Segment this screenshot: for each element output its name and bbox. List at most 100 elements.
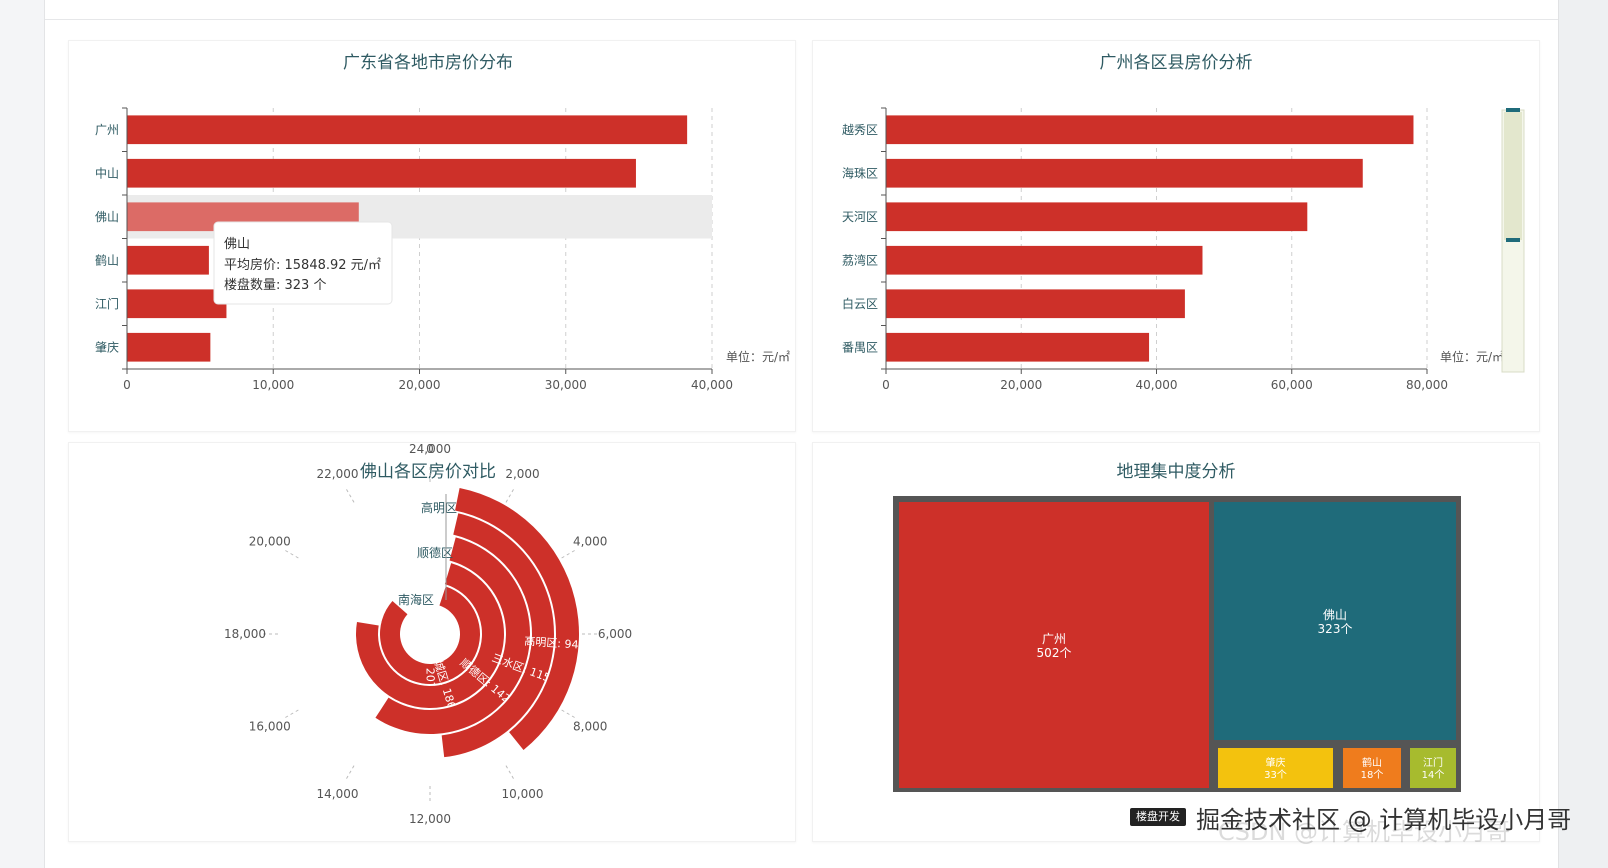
foshan-angle-label: 0 — [426, 442, 434, 456]
gd-x-tick-label: 30,000 — [545, 378, 587, 392]
foshan-angle-label: 14,000 — [317, 787, 359, 801]
gd-bar — [127, 289, 227, 319]
treemap-tile-name: 江门 — [1423, 756, 1443, 769]
foshan-angle-tick — [282, 548, 299, 559]
foshan-radial-label: 南海区 — [398, 592, 434, 607]
treemap-tile-count: 33个 — [1264, 769, 1287, 781]
treemap-tile-name: 肇庆 — [1266, 756, 1286, 769]
gz-datazoom-window — [1504, 112, 1522, 240]
gd-x-tick-label: 10,000 — [252, 378, 294, 392]
gd-category-label: 佛山 — [95, 210, 119, 224]
gz-bar — [886, 202, 1308, 232]
gz-x-tick-label: 0 — [882, 378, 890, 392]
gz-bar — [886, 289, 1185, 319]
gd-category-label: 江门 — [95, 296, 119, 311]
gd-tooltip-line: 平均房价: 15848.92 元/㎡ — [224, 257, 381, 273]
top-divider — [45, 19, 1558, 20]
gd-category-label: 鹤山 — [95, 252, 119, 267]
gz-bar — [886, 245, 1203, 275]
gd-bar — [127, 245, 209, 275]
foshan-polar-bar — [441, 513, 554, 758]
gz-x-tick-label: 40,000 — [1136, 378, 1178, 392]
gd-tooltip-line: 楼盘数量: 323 个 — [224, 277, 326, 293]
gz-bar — [886, 158, 1363, 188]
gd-title: 广东省各地市房价分布 — [343, 53, 513, 73]
foshan-angle-label: 12,000 — [409, 812, 451, 826]
foshan-angle-label: 20,000 — [249, 535, 291, 549]
gd-category-label: 肇庆 — [95, 339, 119, 354]
foshan-angle-tick — [282, 709, 299, 720]
foshan-angle-label: 24,000 — [409, 442, 451, 456]
foshan-angle-tick — [561, 548, 578, 559]
panel-foshan — [68, 442, 796, 842]
treemap-tile — [1218, 748, 1333, 788]
treemap-tile — [1410, 748, 1456, 788]
foshan-angle-tick — [344, 486, 355, 503]
gd-bar — [127, 158, 636, 188]
panel-guangzhou — [812, 40, 1540, 432]
gz-datazoom-handle-bottom — [1506, 238, 1520, 242]
foshan-angle-label: 6,000 — [598, 627, 632, 641]
watermark: 掘金技术社区 @ 计算机毕设小月哥 — [1196, 806, 1572, 834]
gd-bar — [127, 115, 688, 145]
treemap-tile-name: 佛山 — [1323, 608, 1347, 622]
foshan-angle-label: 4,000 — [573, 535, 607, 549]
gd-tooltip-box — [213, 221, 393, 305]
foshan-polar-bar — [356, 563, 505, 709]
treemap-tile-count: 14个 — [1422, 769, 1445, 781]
foshan-polar-bar — [455, 487, 579, 750]
gz-category-label: 番禺区 — [842, 340, 878, 354]
gz-unit-label: 单位：元/㎡ — [1440, 349, 1504, 364]
left-sidebar-strip — [0, 0, 45, 868]
gd-x-tick-label: 0 — [123, 378, 131, 392]
watermark-shadow: CSDN @计算机毕设小月哥 — [1218, 818, 1511, 846]
gz-bar — [886, 332, 1150, 362]
gz-x-tick-label: 60,000 — [1271, 378, 1313, 392]
gz-datazoom-handle-top — [1506, 108, 1520, 112]
gz-category-label: 天河区 — [842, 210, 878, 224]
foshan-radial-label: 顺德区 — [417, 545, 453, 560]
gz-x-tick-label: 80,000 — [1406, 378, 1448, 392]
treemap-tile-count: 18个 — [1361, 769, 1384, 781]
treemap-tile — [1214, 502, 1456, 740]
treemap-tile — [899, 502, 1209, 788]
gz-category-label: 荔湾区 — [842, 252, 878, 267]
foshan-polar-bar — [380, 586, 481, 684]
gd-unit-label: 单位：元/㎡ — [726, 349, 790, 364]
foshan-angle-label: 18,000 — [224, 627, 266, 641]
treemap-tile-count: 323个 — [1318, 622, 1353, 636]
gd-bar — [127, 332, 211, 362]
foshan-angle-label: 22,000 — [317, 467, 359, 481]
gz-chart: 广州各区县房价分析 0 20,000 40,000 60,000 80,000 越秀区海珠区… — [842, 53, 1504, 392]
gz-title: 广州各区县房价分析 — [1100, 53, 1253, 73]
foshan-angle-label: 8,000 — [573, 720, 607, 734]
treemap-tile-count: 502个 — [1037, 646, 1072, 660]
gz-category-label: 白云区 — [842, 296, 878, 311]
gd-x-tick-label: 20,000 — [399, 378, 441, 392]
foshan-bar-label: 高明区: 9408.33 — [524, 634, 610, 654]
foshan-angle-label: 10,000 — [502, 787, 544, 801]
gz-category-label: 越秀区 — [842, 123, 878, 137]
foshan-angle-label: 16,000 — [249, 720, 291, 734]
gd-tooltip-title: 佛山 — [224, 237, 250, 252]
foshan-polar-bar — [375, 537, 530, 734]
foshan-title: 佛山各区房价对比 — [360, 462, 496, 482]
foshan-angle-label: 2,000 — [505, 467, 539, 481]
foshan-angle-tick — [561, 709, 578, 720]
gz-bar — [886, 115, 1414, 145]
gd-category-label: 中山 — [95, 165, 119, 180]
gd-x-tick-label: 40,000 — [691, 378, 733, 392]
foshan-angle-tick — [505, 486, 516, 503]
gz-x-tick-label: 20,000 — [1000, 378, 1042, 392]
foshan-angle-tick — [344, 765, 355, 782]
gz-datazoom-slider — [1501, 108, 1525, 373]
foshan-angle-tick — [505, 765, 516, 782]
gz-category-label: 海珠区 — [842, 165, 878, 180]
gd-category-label: 广州 — [95, 123, 119, 137]
gd-chart: 广东省各地市房价分布 0 10,000 20,000 30,000 40,000 广州中山佛… — [95, 53, 790, 392]
treemap-tile — [1343, 748, 1401, 788]
treemap-tile-name: 广州 — [1042, 632, 1066, 646]
